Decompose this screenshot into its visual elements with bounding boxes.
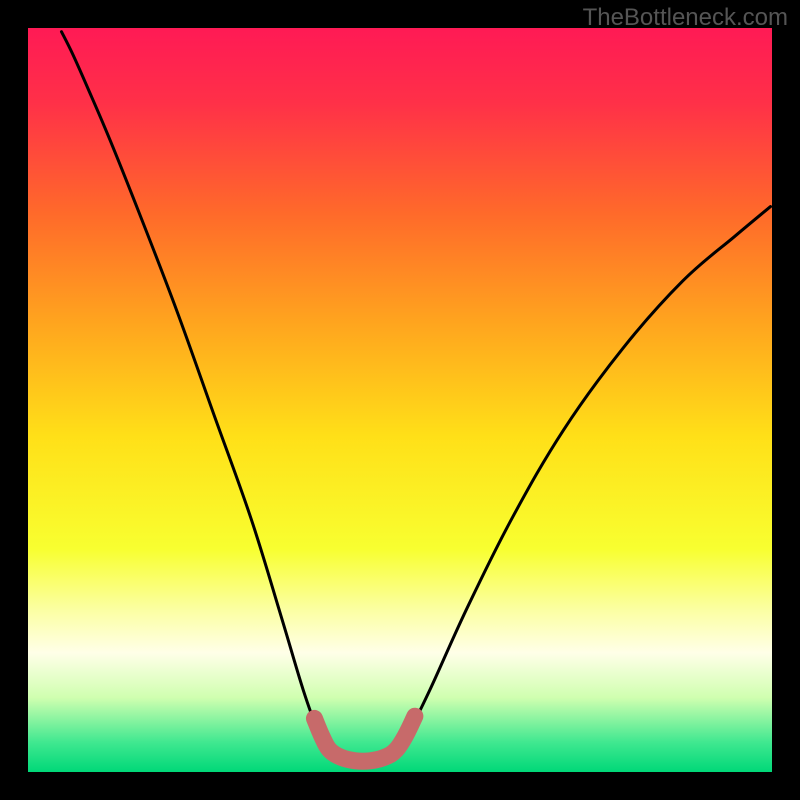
plot-svg (28, 28, 772, 772)
plot-area (28, 28, 772, 772)
watermark-text: TheBottleneck.com (583, 4, 788, 32)
gradient-background (28, 28, 772, 772)
chart-stage: TheBottleneck.com (0, 0, 800, 800)
